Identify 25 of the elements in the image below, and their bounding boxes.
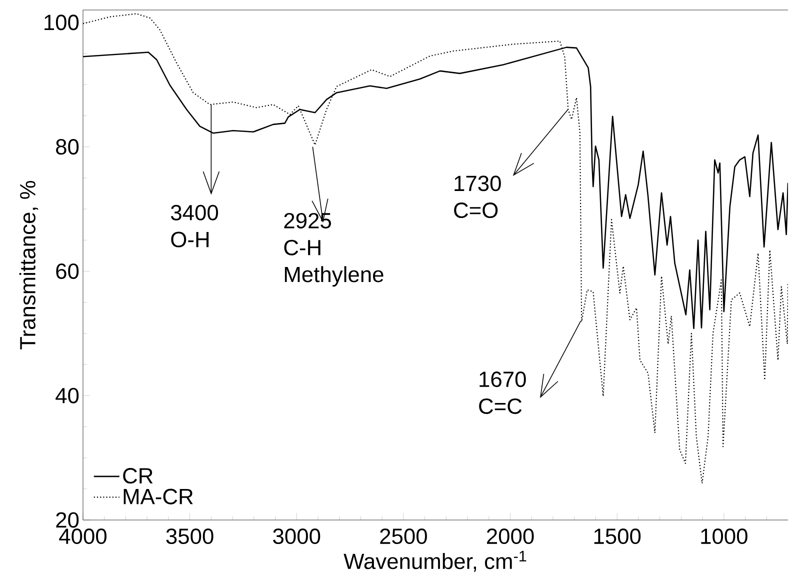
y-tick-label: 80 bbox=[56, 139, 79, 155]
annotation: C=O bbox=[454, 202, 498, 218]
annotation: Methylene bbox=[284, 266, 384, 287]
x-axis-title: Wavenumber, cm$^{-1}$ bbox=[344, 550, 526, 572]
x-tick-label: 2500 bbox=[380, 528, 427, 544]
annotation: C=C bbox=[479, 398, 522, 414]
y-tick-label: 60 bbox=[56, 263, 79, 279]
annotation: C-H bbox=[284, 240, 320, 256]
y-axis-title: Transmittance, % bbox=[19, 180, 38, 350]
y-tick-label: 20 bbox=[56, 512, 79, 528]
annotation: O-H bbox=[171, 232, 209, 248]
y-tick-label: 100 bbox=[44, 14, 79, 30]
y-tick-label: 40 bbox=[56, 388, 79, 404]
annotation: 3400 bbox=[170, 204, 218, 220]
x-tick-label: 1000 bbox=[701, 528, 748, 544]
legend-label: CR bbox=[123, 468, 153, 484]
annotation: 2925 bbox=[284, 212, 331, 228]
x-tick-label: 3000 bbox=[273, 528, 320, 544]
x-tick-label: 1500 bbox=[594, 528, 641, 544]
legend-label: MA-CR bbox=[124, 488, 193, 504]
x-tick-label: 3500 bbox=[166, 528, 214, 544]
x-tick-label: 2000 bbox=[486, 528, 534, 544]
x-tick-label: 4000 bbox=[59, 528, 106, 544]
annotation: 1730 bbox=[454, 176, 501, 192]
annotation: 1670 bbox=[480, 372, 526, 388]
